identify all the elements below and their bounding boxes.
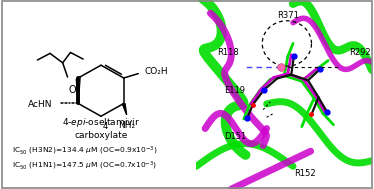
Text: R292: R292 [349,48,371,57]
Text: AcHN: AcHN [27,100,52,109]
Text: IC$_{50}$ (H3N2)=134.4 $\mu$M (OC=0.9x10$^{-3}$): IC$_{50}$ (H3N2)=134.4 $\mu$M (OC=0.9x10… [12,145,157,157]
Text: R152: R152 [294,169,316,178]
Text: D151: D151 [224,132,246,141]
Text: IC$_{50}$ (H1N1)=147.5 $\mu$M (OC=0.7x10$^{-3}$): IC$_{50}$ (H1N1)=147.5 $\mu$M (OC=0.7x10… [12,160,157,173]
Text: E119: E119 [224,86,245,95]
Text: R118: R118 [217,48,239,57]
Text: 4: 4 [102,122,108,131]
Text: NH₂: NH₂ [118,121,135,130]
Polygon shape [122,104,127,115]
Text: carboxylate: carboxylate [74,131,128,140]
Text: O: O [69,85,77,95]
Text: 4-$\it{epi}$-oseltamivir: 4-$\it{epi}$-oseltamivir [62,116,140,129]
Polygon shape [76,76,80,103]
Text: CO₂H: CO₂H [144,67,168,76]
Text: R371: R371 [277,11,299,20]
